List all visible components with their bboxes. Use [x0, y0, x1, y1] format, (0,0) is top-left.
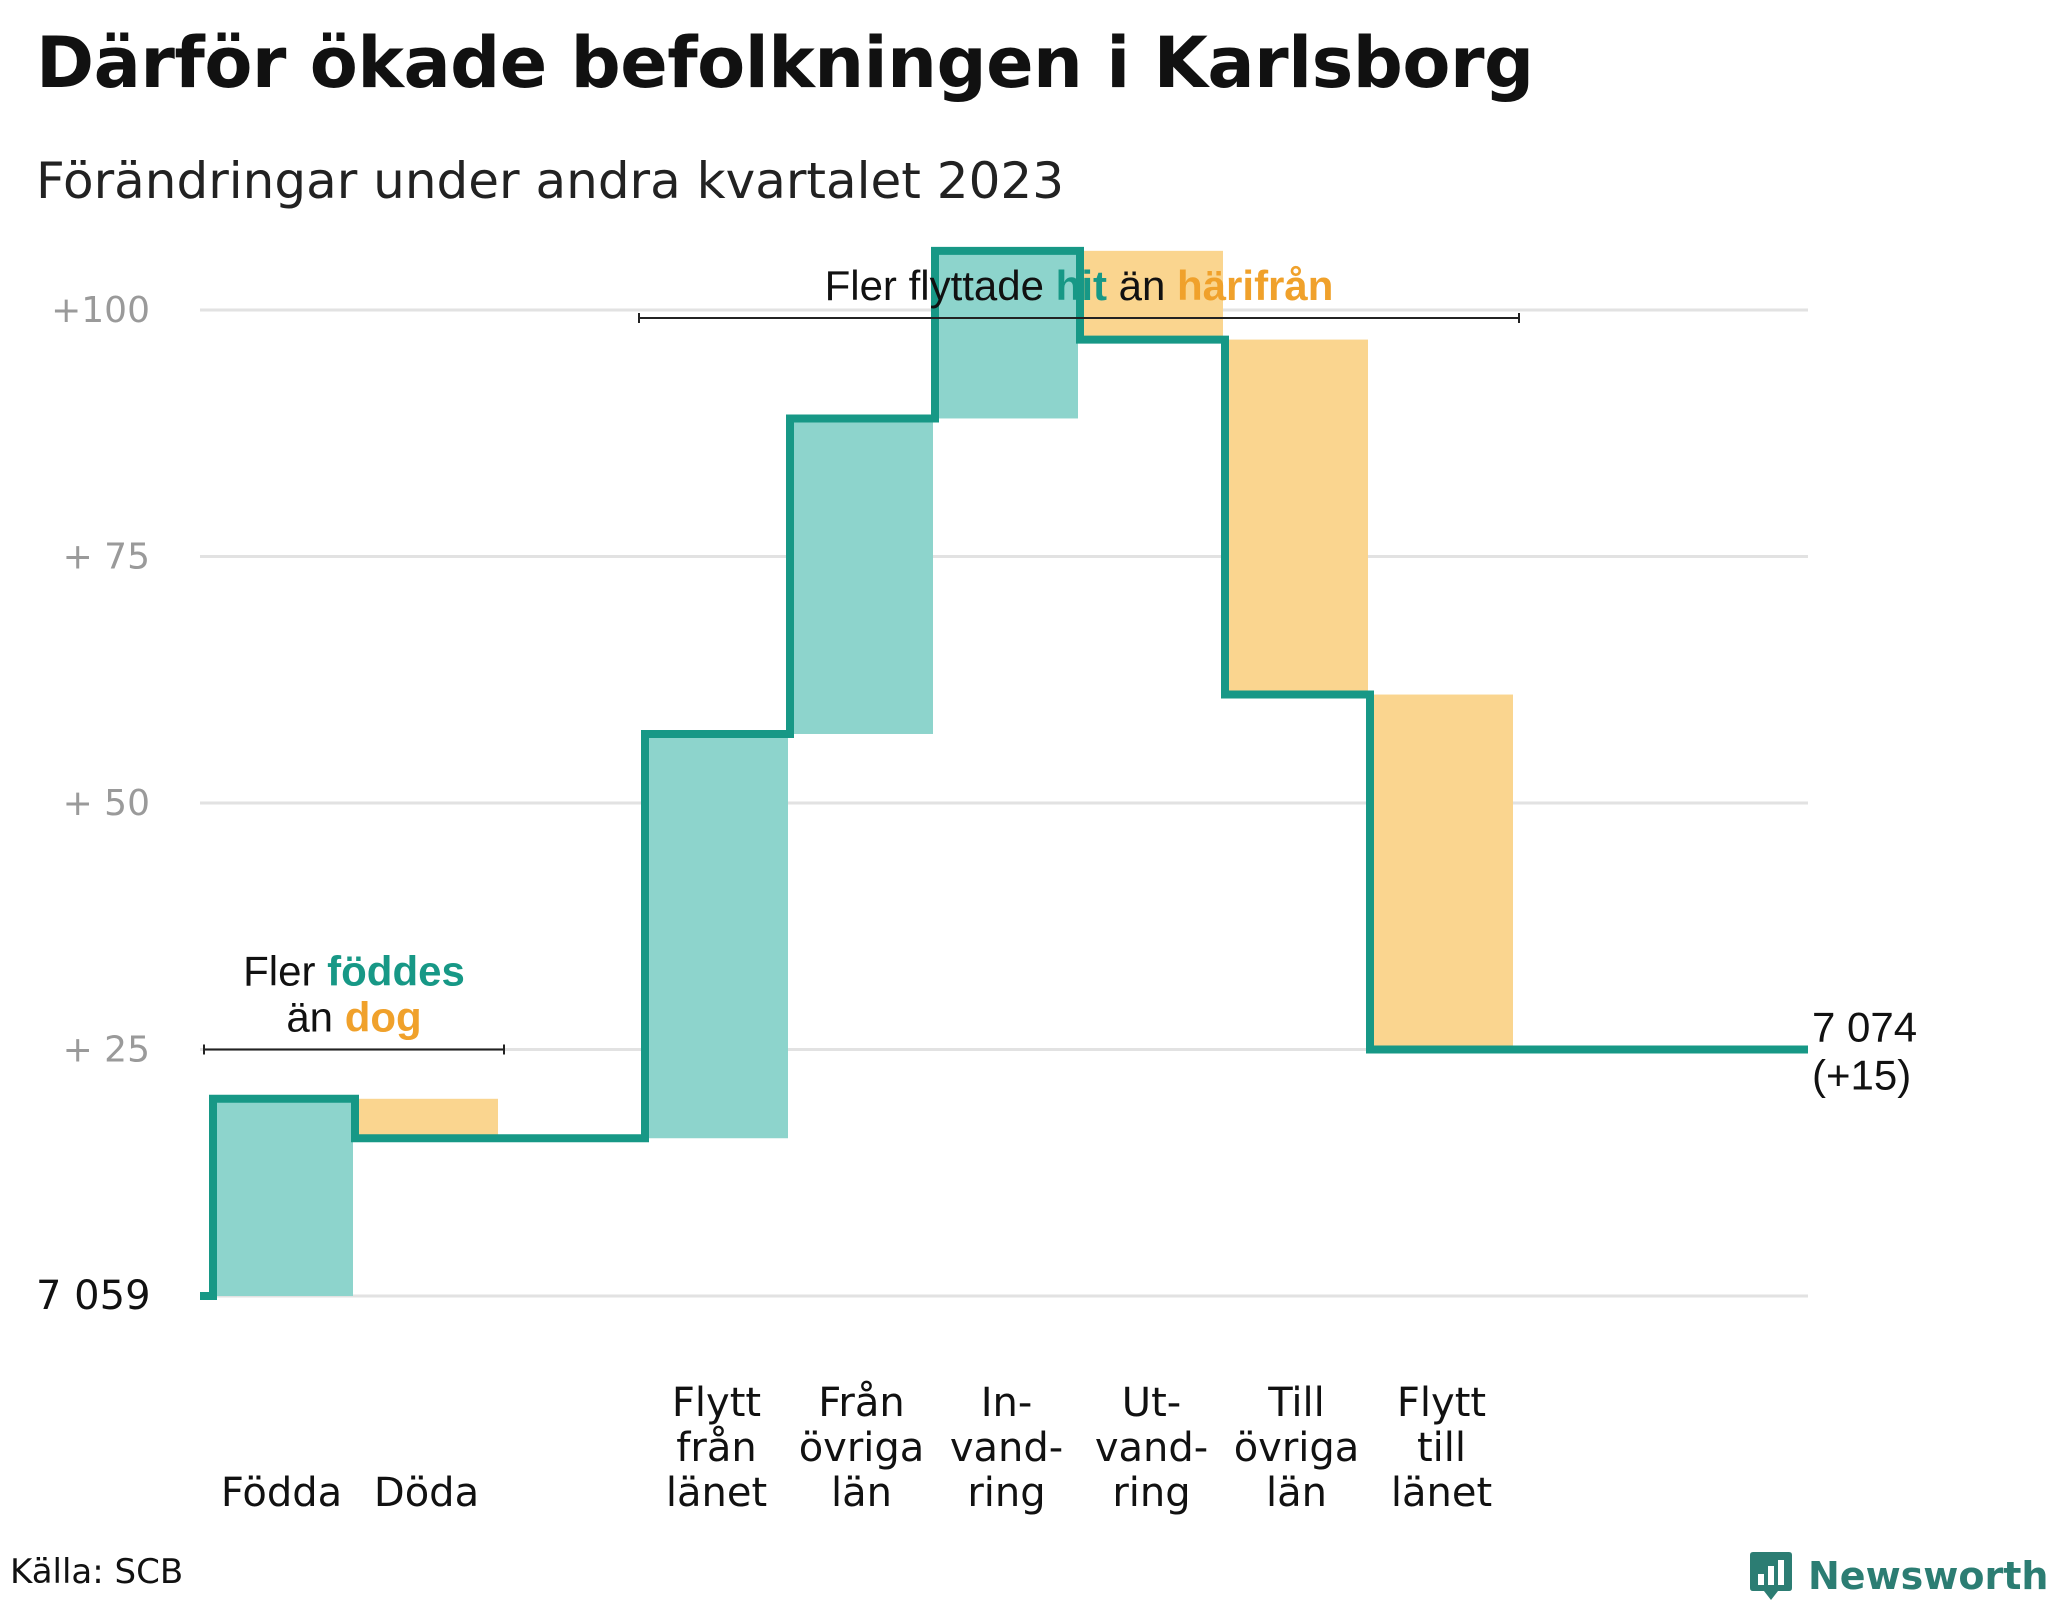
chart-subtitle: Förändringar under andra kvartalet 2023 [36, 152, 1065, 210]
waterfall-bar [935, 250, 1078, 419]
annotation-text-part: än [1107, 262, 1177, 309]
category-label: län [1266, 1470, 1327, 1516]
category-label: övriga [799, 1425, 925, 1471]
waterfall-bar [355, 1098, 498, 1139]
category-label: vand- [1095, 1425, 1208, 1471]
category-label: länet [666, 1470, 767, 1516]
category-label: Födda [221, 1470, 342, 1516]
y-tick-label: + 25 [63, 1030, 150, 1071]
category-label: övriga [1234, 1425, 1360, 1471]
source-note: Källa: SCB [10, 1552, 184, 1592]
annotation-text: Fler föddes [243, 948, 465, 995]
category-label: Flytt [1397, 1380, 1486, 1426]
annotation-text-part: härifrån [1177, 262, 1333, 309]
end-change-label: (+15) [1812, 1052, 1911, 1099]
brand-name: Newsworthy [1808, 1554, 2048, 1598]
annotation-text-part: än [286, 994, 344, 1041]
category-label: ring [967, 1470, 1045, 1516]
waterfall-bar [1370, 694, 1513, 1050]
waterfall-bar [645, 733, 788, 1139]
waterfall-bar [1225, 339, 1368, 695]
waterfall-bar [210, 1098, 353, 1296]
running-total-line [200, 246, 1808, 1300]
brand-logo: Newsworthy [1748, 1550, 2048, 1602]
category-label: ring [1112, 1470, 1190, 1516]
category-label: till [1417, 1425, 1466, 1471]
start-value-label: 7 059 [36, 1273, 151, 1319]
category-label: Döda [374, 1470, 479, 1516]
end-value-label: 7 074 [1812, 1004, 1917, 1051]
annotation-text-part: Fler flyttade [825, 262, 1056, 309]
annotation-text-part: föddes [327, 948, 465, 995]
category-label: In- [981, 1380, 1033, 1426]
category-label: länet [1391, 1470, 1492, 1516]
annotation-text: Fler flyttade hit än härifrån [825, 262, 1334, 309]
y-tick-label: +100 [51, 290, 150, 331]
category-label: vand- [950, 1425, 1063, 1471]
category-label: län [831, 1470, 892, 1516]
category-label: Från [818, 1380, 904, 1426]
annotation-text-part: dog [345, 994, 422, 1041]
newsworthy-chart-bubble-icon [1750, 1552, 1792, 1600]
annotation-text: än dog [286, 994, 421, 1041]
y-tick-label: + 75 [63, 537, 150, 578]
category-label: från [676, 1425, 756, 1471]
category-label: Flytt [672, 1380, 761, 1426]
y-tick-label: + 50 [63, 783, 150, 824]
chart-title: Därför ökade befolkningen i Karlsborg [36, 22, 1534, 104]
waterfall-bar [1080, 250, 1223, 340]
category-label: Till [1267, 1380, 1325, 1426]
annotation-text-part: hit [1056, 262, 1107, 309]
annotation-text-part: Fler [243, 948, 327, 995]
waterfall-bar [790, 418, 933, 734]
category-label: Ut- [1122, 1380, 1181, 1426]
